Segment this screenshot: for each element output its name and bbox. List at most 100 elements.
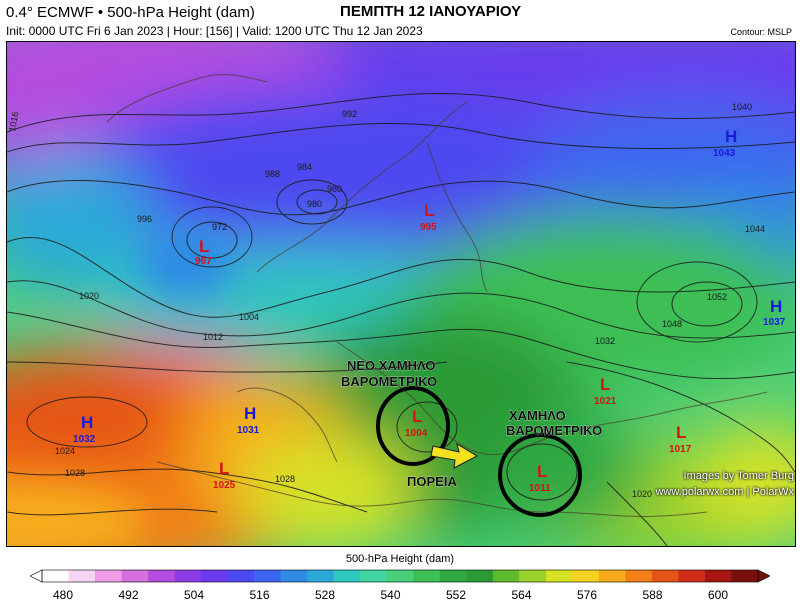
isobar-label: 972 xyxy=(212,222,227,232)
colorbar-swatch xyxy=(704,570,732,582)
annotation-low-1: ΧΑΜΗΛΟ xyxy=(509,408,566,423)
weather-map: 1016 1020 1024 1028 1012 1004 996 988 98… xyxy=(6,41,796,547)
colorbar-swatch xyxy=(280,570,308,582)
colorbar-swatch xyxy=(174,570,202,582)
colorbar-swatch xyxy=(254,570,282,582)
colorbar-swatch xyxy=(201,570,229,582)
colorbar-tick-label: 504 xyxy=(183,588,205,602)
track-arrow xyxy=(430,442,479,469)
isobar-label: 1028 xyxy=(275,474,295,484)
colorbar-swatch xyxy=(598,570,626,582)
colorbar-tick-label: 552 xyxy=(445,588,467,602)
annotation-new-low-2: ΒΑΡΟΜΕΤΡΙΚΟ xyxy=(341,374,437,389)
isobar-label: 980 xyxy=(327,184,342,194)
low-center-value: 1021 xyxy=(594,396,617,407)
colorbar-title: 500-hPa Height (dam) xyxy=(345,553,455,565)
colorbar-swatch xyxy=(439,570,467,582)
low-center-letter: L xyxy=(199,237,209,256)
isobar-label: 1040 xyxy=(732,102,752,112)
colorbar-swatch xyxy=(148,570,176,582)
colorbar-tick-label: 492 xyxy=(118,588,139,602)
height-field xyxy=(7,42,795,546)
colorbar-tick-label: 540 xyxy=(380,588,401,602)
high-center-letter: H xyxy=(725,127,737,146)
colorbar-outline xyxy=(41,569,759,583)
credit-author: Images by Tomer Burg xyxy=(683,470,794,482)
contour-note: Contour: MSLP xyxy=(730,27,792,37)
annotation-new-low-1: ΝΕΟ ΧΑΜΗΛΟ xyxy=(347,358,436,373)
isobar-label: 984 xyxy=(297,162,312,172)
isobar-label: 1052 xyxy=(707,292,727,302)
colorbar-swatch xyxy=(519,570,547,582)
title-center: ΠΕΜΠΤΗ 12 ΙΑΝΟΥΑΡΙΟΥ xyxy=(340,3,522,20)
high-center-letter: H xyxy=(81,413,93,432)
coastlines xyxy=(106,74,768,517)
colorbar-tick-label: 480 xyxy=(52,588,74,602)
isobar-label: 1044 xyxy=(745,224,765,234)
low-center-value: 1017 xyxy=(669,444,692,455)
colorbar-min-arrow xyxy=(30,569,43,583)
new-low-circle xyxy=(376,386,450,466)
colorbar-swatch xyxy=(121,570,149,582)
annotation-low-2: ΒΑΡΟΜΕΤΡΙΚΟ xyxy=(506,423,602,438)
isobar-label: 1032 xyxy=(595,336,615,346)
colorbar-tick-label: 576 xyxy=(576,588,598,602)
high-center-letter: H xyxy=(770,297,782,316)
highlight-circles xyxy=(376,386,582,517)
low-center-letter: L xyxy=(676,423,686,442)
isobar-label: 988 xyxy=(265,169,280,179)
colorbar-swatch xyxy=(492,570,520,582)
isobar-label: 1020 xyxy=(79,291,99,301)
annotation-track: ΠΟΡΕΙΑ xyxy=(407,474,457,489)
low-center-letter: L xyxy=(219,459,229,478)
colorbar-swatch xyxy=(625,570,653,582)
low-center-value: 1025 xyxy=(213,480,236,491)
colorbar-swatch xyxy=(545,570,573,582)
colorbar xyxy=(30,569,770,583)
isobar-label: 992 xyxy=(342,109,357,119)
isobar-label: 1048 xyxy=(662,319,682,329)
isobars xyxy=(7,92,795,546)
high-center-letter: H xyxy=(244,404,256,423)
isobar-label: 996 xyxy=(137,214,152,224)
isobar-label: 1016 xyxy=(7,111,20,132)
subtitle: Init: 0000 UTC Fri 6 Jan 2023 | Hour: [1… xyxy=(6,24,423,38)
isobar-label: 1004 xyxy=(239,312,259,322)
colorbar-tick-label: 600 xyxy=(707,588,729,602)
colorbar-swatch xyxy=(227,570,255,582)
colorbar-swatch xyxy=(731,570,759,582)
colorbar-swatch xyxy=(360,570,388,582)
colorbar-swatch xyxy=(307,570,335,582)
colorbar-swatch xyxy=(678,570,706,582)
isobar-label: 1020 xyxy=(632,489,652,499)
colorbar-tick-label: 564 xyxy=(511,588,532,602)
colorbar-max-arrow xyxy=(757,569,770,583)
colorbar-swatch xyxy=(413,570,441,582)
isobar-label: 980 xyxy=(307,199,322,209)
colorbar-swatch xyxy=(386,570,414,582)
colorbar-swatch xyxy=(651,570,679,582)
low-center-value: 967 xyxy=(195,256,212,267)
low-circle xyxy=(498,433,582,517)
low-center-value: 1004 xyxy=(405,428,428,439)
colorbar-tick-label: 528 xyxy=(314,588,336,602)
colorbar-swatch xyxy=(68,570,96,582)
low-center-letter: L xyxy=(600,375,610,394)
high-center-value: 1037 xyxy=(763,317,786,328)
colorbar-swatch xyxy=(95,570,123,582)
isobar-label: 1024 xyxy=(55,446,75,456)
low-center-letter: L xyxy=(412,407,422,426)
high-center-value: 1031 xyxy=(237,425,260,436)
isobar-label: 1012 xyxy=(203,332,223,342)
colorbar-tick-label: 516 xyxy=(249,588,270,602)
high-center-value: 1043 xyxy=(713,148,736,159)
low-center-value: 1011 xyxy=(529,483,551,494)
title-left: 0.4° ECMWF • 500-hPa Height (dam) xyxy=(6,4,255,21)
low-center-value: 995 xyxy=(420,222,437,233)
low-center-letter: L xyxy=(424,201,434,220)
colorbar-tick-label: 588 xyxy=(642,588,663,602)
high-center-value: 1032 xyxy=(73,434,96,445)
isobar-label: 1028 xyxy=(65,468,85,478)
colorbar-swatch xyxy=(42,570,70,582)
colorbar-swatch xyxy=(333,570,361,582)
